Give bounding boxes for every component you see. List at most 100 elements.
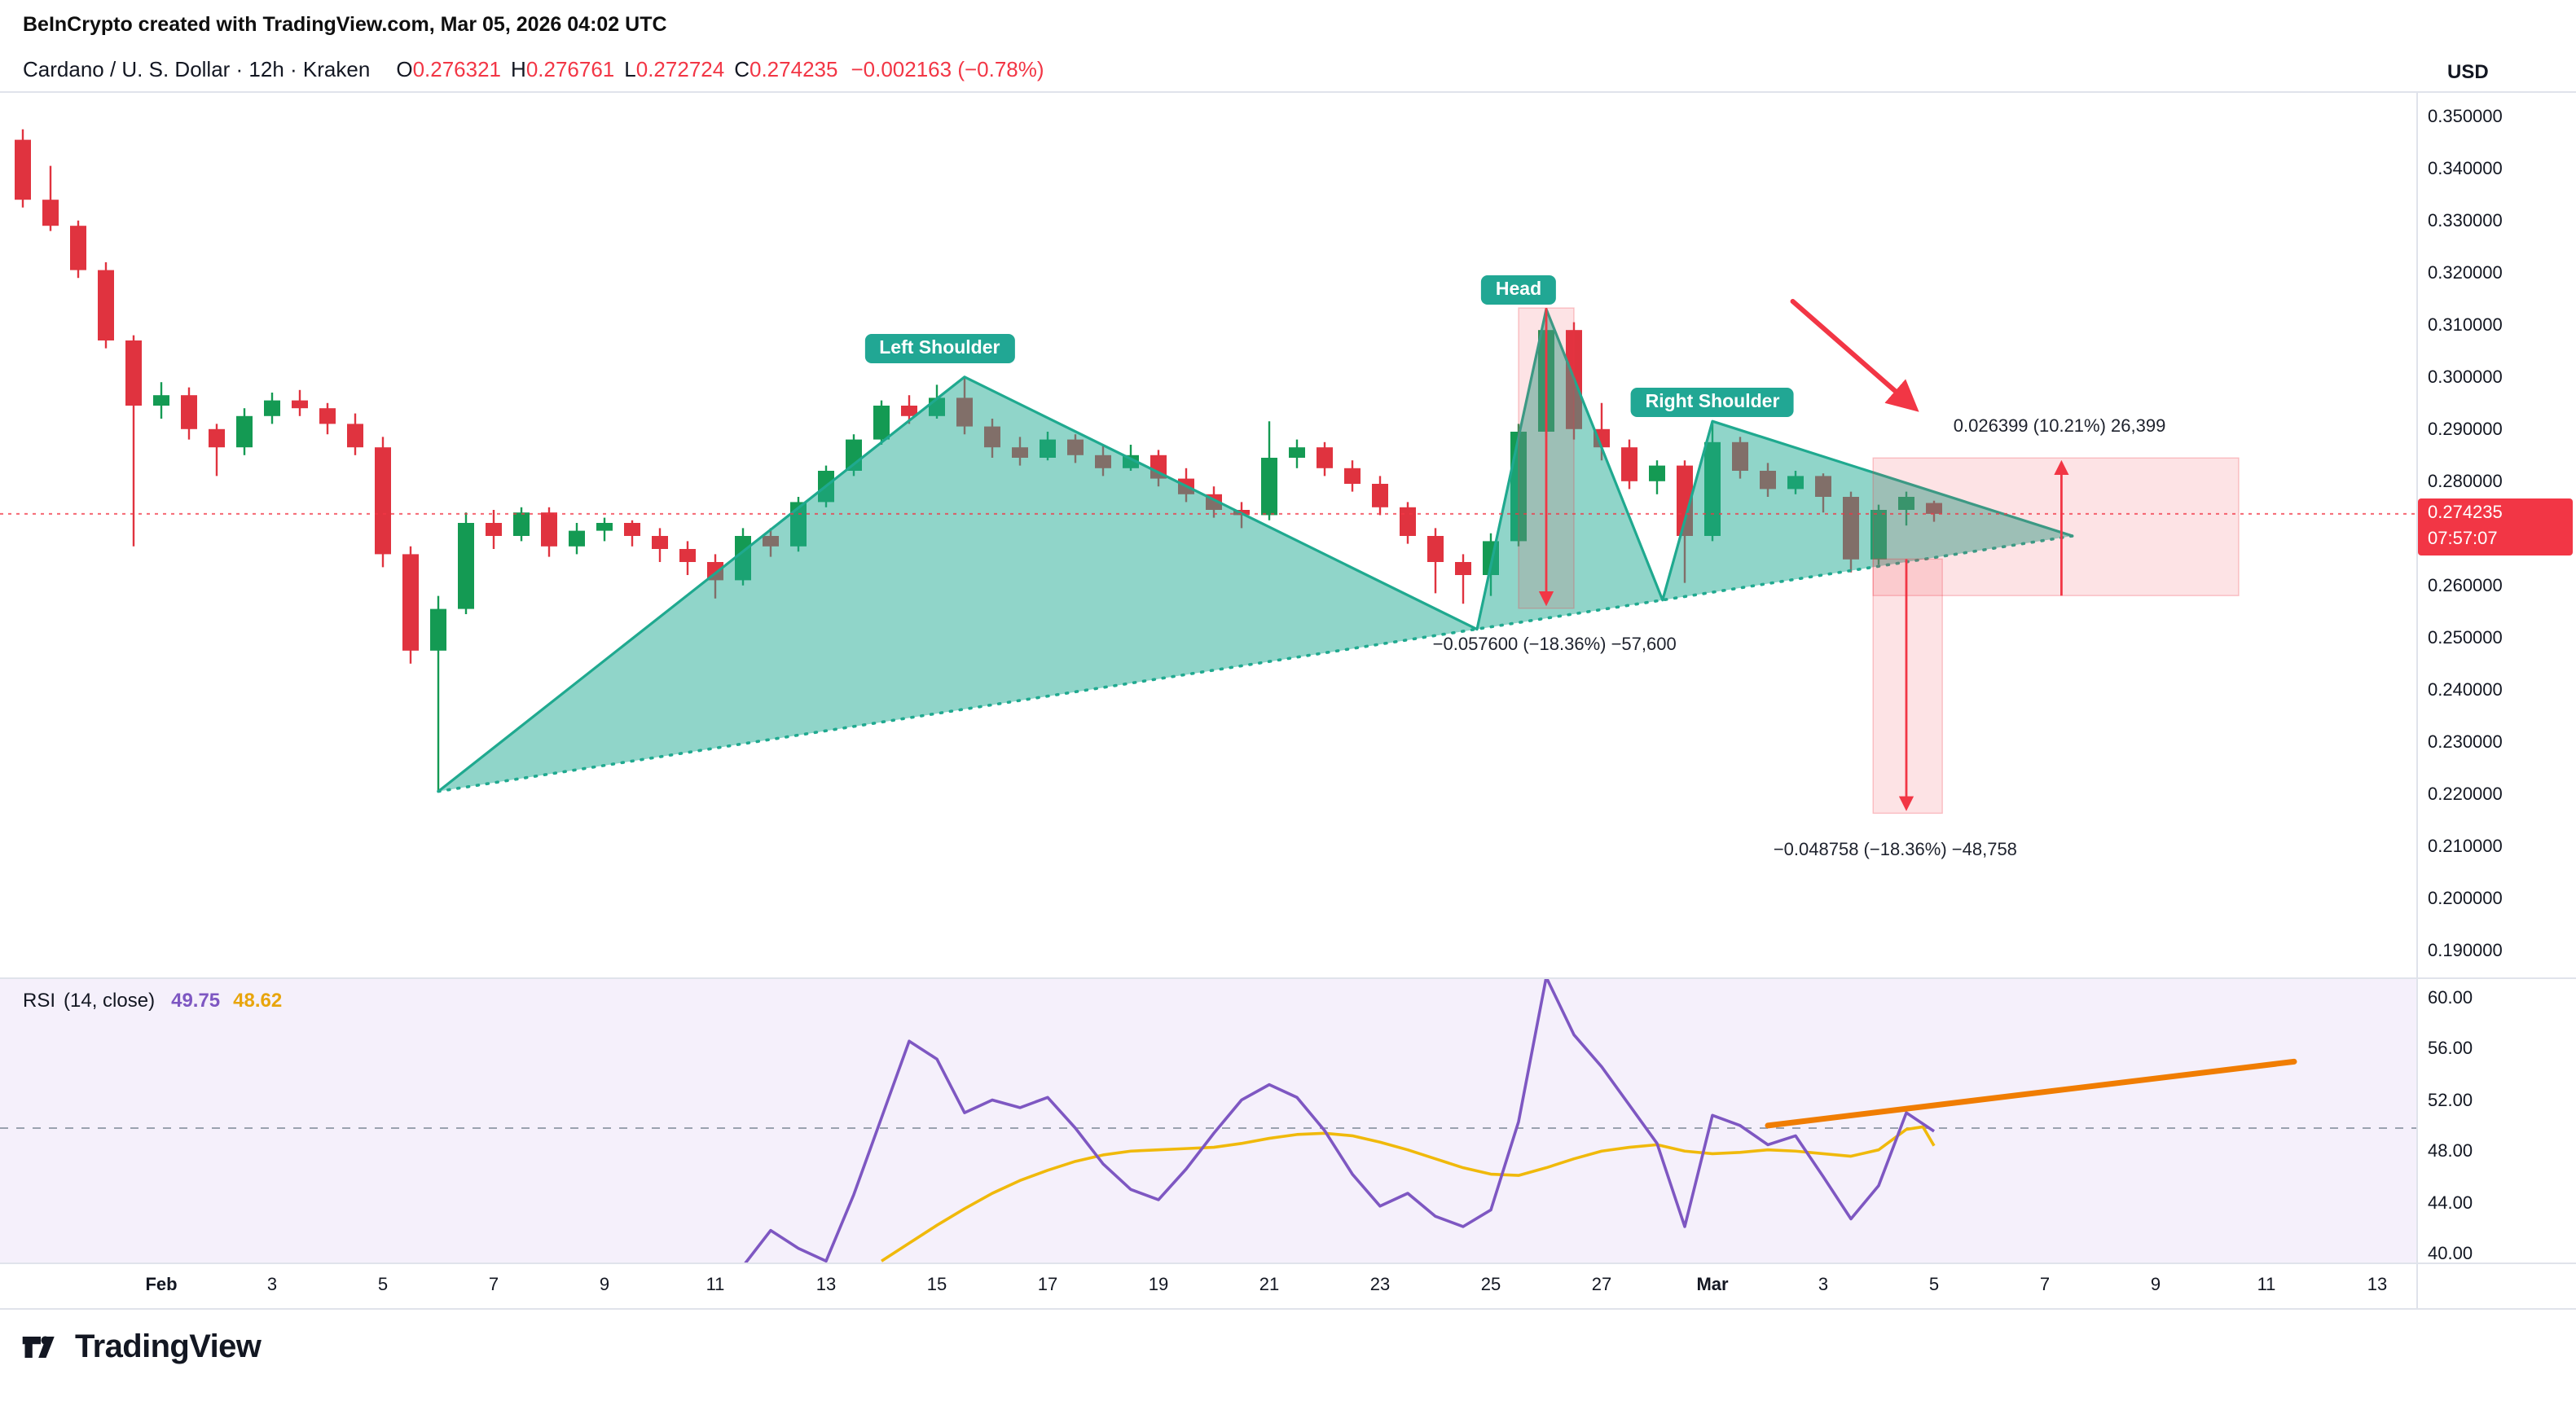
rsi-axis-label: 44.00 — [2428, 1193, 2473, 1214]
time-axis-label: 17 — [1037, 1276, 1058, 1295]
attribution-text: BeInCrypto created with TradingView.com,… — [23, 13, 667, 36]
time-axis-label: 7 — [488, 1276, 499, 1295]
pattern-neckline[interactable] — [437, 534, 2074, 793]
candle-body — [153, 395, 169, 406]
candle-body — [1427, 536, 1444, 562]
candles-layer — [0, 129, 2416, 815]
ohlc-low-label: L — [624, 57, 636, 81]
time-axis-label: 13 — [2367, 1276, 2388, 1295]
rsi-legend: RSI (14, close) 49.75 48.62 — [23, 989, 282, 1012]
candle-body — [1289, 447, 1305, 458]
price-axis-label: 0.240000 — [2428, 681, 2503, 700]
measurement-box[interactable] — [1872, 558, 1943, 815]
ohlc-low-value: 0.272724 — [635, 57, 725, 81]
axis-currency-label: USD — [2447, 60, 2489, 83]
symbol-title[interactable]: Cardano / U. S. Dollar · 12h · Kraken — [23, 57, 371, 81]
price-axis-label: 0.220000 — [2428, 785, 2503, 805]
price-axis-label: 0.190000 — [2428, 942, 2503, 961]
candle-body — [513, 512, 530, 536]
time-axis-label: 5 — [377, 1276, 389, 1295]
last-price-value: 0.274235 — [2428, 503, 2503, 523]
time-axis-label: 15 — [926, 1276, 947, 1295]
price-axis-label: 0.280000 — [2428, 472, 2503, 492]
candle-body — [458, 523, 474, 609]
separator-header — [0, 91, 2576, 93]
candle-body — [1261, 458, 1277, 516]
candle-body — [1649, 465, 1665, 481]
time-axis-label: 11 — [2257, 1276, 2276, 1295]
time-axis[interactable]: Feb 3 5 7 9 11 13 15 17 19 21 23 25 27 Mar 3 5 7 9 11 13 — [0, 1262, 2576, 1308]
measurement-box[interactable] — [1872, 457, 2240, 596]
price-axis-label: 0.300000 — [2428, 368, 2503, 388]
price-axis-label: 0.250000 — [2428, 629, 2503, 648]
main-chart[interactable] — [0, 91, 2576, 977]
pattern-fill[interactable] — [1477, 309, 1663, 630]
candle-body — [541, 512, 557, 547]
separator-rsi-bottom — [0, 1262, 2576, 1264]
rsi-pane[interactable] — [0, 977, 2576, 1262]
price-axis-label: 0.290000 — [2428, 420, 2503, 440]
pattern-fill[interactable] — [438, 376, 1477, 792]
tradingview-footer[interactable]: TradingView — [20, 1326, 262, 1368]
candle-body — [125, 340, 142, 406]
candle-body — [181, 395, 197, 429]
candle-body — [1372, 484, 1388, 507]
price-axis-label: 0.210000 — [2428, 837, 2503, 857]
tradingview-wordmark: TradingView — [75, 1328, 262, 1364]
tradingview-logo-icon — [22, 1336, 55, 1358]
candle-body — [15, 139, 31, 200]
candle-body — [1621, 447, 1637, 481]
candle-body — [264, 400, 280, 416]
price-axis-label: 0.320000 — [2428, 264, 2503, 283]
price-axis-label: 0.350000 — [2428, 108, 2503, 127]
candle-body — [70, 226, 86, 270]
trend-arrow[interactable] — [1790, 299, 1919, 412]
ohlc-close-label: C — [734, 57, 750, 81]
rsi-params: (14, close) — [64, 989, 156, 1012]
candle-body — [402, 554, 419, 651]
time-axis-label: 19 — [1148, 1276, 1169, 1295]
price-axis-label: 0.260000 — [2428, 577, 2503, 596]
separator-time-axis — [0, 1308, 2576, 1310]
candle-body — [1455, 562, 1471, 575]
time-axis-label: 25 — [1480, 1276, 1501, 1295]
candle-body — [596, 523, 613, 531]
price-axis-label: 0.200000 — [2428, 889, 2503, 909]
symbol-legend: Cardano / U. S. Dollar · 12h · Kraken O0.… — [23, 57, 1044, 81]
time-axis-label: Feb — [145, 1276, 178, 1295]
price-axis-label: 0.340000 — [2428, 160, 2503, 179]
candle-body — [652, 536, 668, 549]
ohlc-open-value: 0.276321 — [412, 57, 502, 81]
ohlc-open-label: O — [396, 57, 413, 81]
rsi-label[interactable]: RSI — [23, 989, 56, 1012]
candle-body — [873, 406, 890, 440]
time-axis-label: Mar — [1696, 1276, 1729, 1295]
time-axis-label: 3 — [1818, 1276, 1829, 1295]
ohlc-close-value: 0.274235 — [750, 57, 838, 81]
rsi-line — [744, 977, 1936, 1262]
candle-body — [319, 408, 336, 424]
candle-body — [624, 523, 640, 536]
last-price-countdown: 07:57:07 — [2428, 529, 2498, 549]
rsi-value-main: 49.75 — [171, 989, 221, 1012]
separator-price-axis — [2416, 91, 2418, 1308]
ohlc-high-value: 0.276761 — [525, 57, 615, 81]
candle-body — [1400, 507, 1416, 536]
price-axis-label: 0.230000 — [2428, 733, 2503, 753]
rsi-trendline[interactable] — [1765, 1058, 2297, 1129]
candle-body — [901, 406, 917, 416]
rsi-axis-label: 60.00 — [2428, 989, 2473, 1008]
time-axis-label: 13 — [815, 1276, 837, 1295]
ohlc-high-label: H — [511, 57, 526, 81]
candle-body — [292, 400, 308, 409]
rsi-axis-label: 56.00 — [2428, 1039, 2473, 1060]
time-axis-label: 9 — [599, 1276, 610, 1295]
time-axis-label: 9 — [2150, 1276, 2161, 1295]
rsi-value-ma: 48.62 — [233, 989, 283, 1012]
rsi-axis-label: 48.00 — [2428, 1142, 2473, 1162]
pattern-fill[interactable] — [1662, 421, 2073, 600]
ohlc-change: −0.002163 (−0.78%) — [851, 57, 1044, 81]
candle-body — [42, 200, 59, 226]
separator-rsi-top — [0, 977, 2576, 979]
